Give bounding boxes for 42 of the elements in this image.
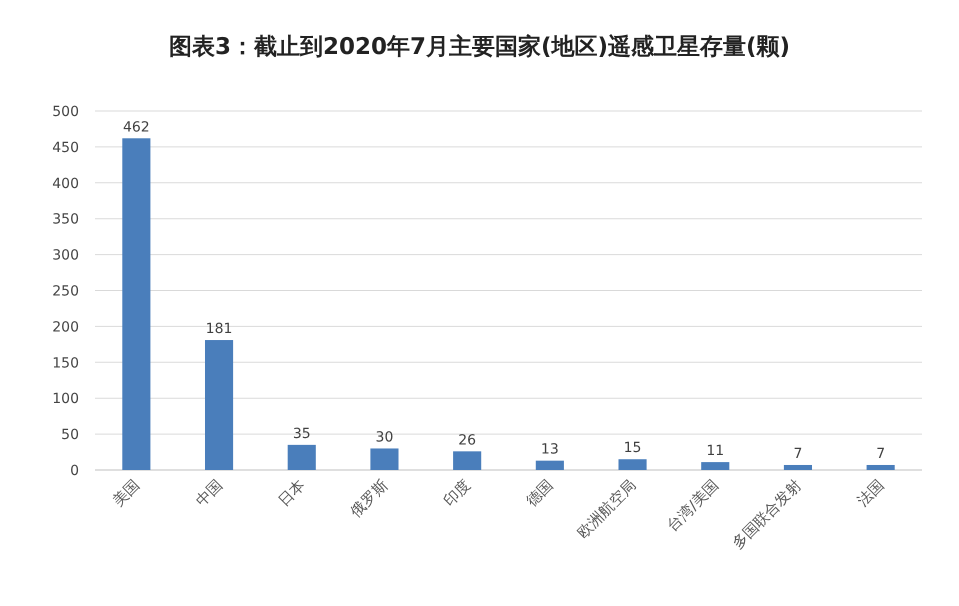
y-tick-label: 400 [52,176,79,192]
bar [784,464,812,470]
x-tick-label: 俄罗斯 [346,476,392,521]
y-tick-label: 250 [52,284,79,300]
x-tick-label: 法国 [854,476,888,510]
x-tick-label: 欧洲航空局 [574,476,640,542]
data-label: 7 [876,446,886,462]
bar [453,451,482,470]
data-label: 181 [206,321,232,338]
data-label: 15 [624,440,642,456]
bar [288,444,316,470]
y-tick-label: 100 [52,391,79,408]
data-label: 13 [540,442,559,458]
x-tick-label: 日本 [274,476,309,510]
x-tick-label: 德国 [522,476,557,510]
bar [618,459,647,470]
bar [204,340,234,470]
bar [701,462,730,470]
x-tick-label: 台湾/美国 [663,476,722,535]
data-label: 26 [458,432,476,448]
y-tick-label: 300 [52,248,79,264]
chart-title: 图表3：截止到2020年7月主要国家(地区)遥感卫星存量(颗) [168,33,790,60]
y-tick-label: 50 [61,427,79,444]
bar [370,448,399,470]
y-tick-label: 450 [52,140,79,156]
bar [122,138,150,470]
y-tick-label: 350 [52,212,79,228]
data-label: 11 [706,443,724,460]
data-label: 7 [793,446,802,462]
bar [866,464,895,470]
data-label: 35 [292,426,311,442]
data-label: 30 [376,429,394,446]
y-tick-label: 150 [52,355,79,372]
x-tick-label: 多国联合发射 [728,476,805,552]
y-tick-label: 500 [52,104,79,120]
x-tick-label: 中国 [192,476,226,510]
bar [536,460,564,470]
x-tick-label: 印度 [440,476,474,510]
y-tick-label: 0 [70,463,79,479]
data-label: 462 [122,119,150,136]
y-tick-label: 200 [52,319,79,336]
x-tick-label: 美国 [109,476,144,510]
